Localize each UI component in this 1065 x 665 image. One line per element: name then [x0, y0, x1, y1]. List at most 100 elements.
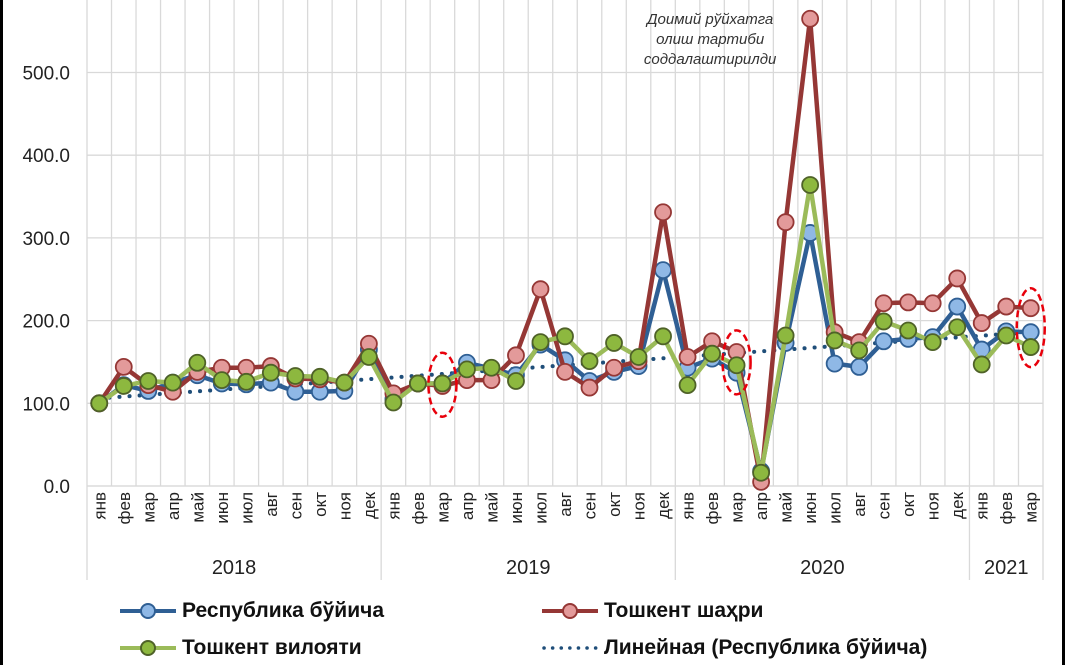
- annotation-text: Доимий рўйхатга: [645, 11, 773, 28]
- year-label: 2018: [212, 557, 257, 579]
- legend-item-republic[interactable]: Республика бўйича: [118, 596, 384, 626]
- data-point-region: [850, 341, 869, 360]
- data-point-city: [114, 358, 133, 376]
- data-point-republic: [850, 358, 869, 376]
- x-tick-label: июл: [826, 492, 845, 524]
- data-point-region: [310, 367, 329, 386]
- year-label: 2020: [800, 557, 845, 579]
- data-point-republic: [874, 332, 893, 351]
- x-tick-label: авг: [262, 492, 281, 517]
- y-tick-label: 100.0: [22, 394, 70, 415]
- data-point-region: [997, 326, 1016, 345]
- data-point-city: [776, 213, 795, 232]
- x-tick-label: янв: [679, 492, 698, 520]
- x-tick-label: апр: [164, 492, 183, 520]
- x-tick-label: июн: [507, 492, 526, 524]
- x-tick-label: авг: [556, 492, 575, 517]
- data-point-region: [90, 394, 109, 413]
- highlight-ellipse: [1015, 286, 1046, 369]
- data-point-city: [923, 294, 942, 313]
- x-tick-label: апр: [458, 492, 477, 520]
- data-point-region: [556, 327, 574, 346]
- x-tick-label: май: [482, 492, 501, 523]
- data-point-region: [261, 363, 280, 382]
- x-tick-label: фев: [115, 492, 134, 524]
- data-point-region: [335, 373, 354, 392]
- x-tick-label: фев: [409, 492, 428, 524]
- data-point-region: [286, 367, 305, 385]
- x-tick-label: июл: [237, 492, 256, 524]
- data-point-region: [531, 333, 550, 352]
- legend-item-region[interactable]: Тошкент вилояти: [118, 633, 362, 663]
- x-axis: янв фев мар апр май июн июл авг сен окт ноя дек янв ф…: [86, 485, 1044, 580]
- x-tick-label: дек: [360, 491, 379, 518]
- x-tick-label: сен: [286, 492, 305, 519]
- year-label: 2021: [984, 557, 1029, 579]
- legend-marker-city-icon: [542, 603, 598, 619]
- data-point-city: [654, 203, 672, 222]
- x-tick-label: июн: [801, 492, 820, 524]
- x-tick-label: фев: [997, 492, 1016, 524]
- x-tick-label: ноя: [630, 492, 649, 520]
- data-point-region: [458, 360, 476, 379]
- data-point-region: [384, 393, 403, 412]
- data-point-region: [776, 326, 795, 345]
- data-point-region: [678, 376, 697, 395]
- legend-label-trendline: Линейная (Республика бўйича): [604, 636, 928, 659]
- data-point-region: [409, 374, 427, 393]
- data-point-city: [997, 297, 1016, 316]
- data-point-region: [163, 373, 182, 392]
- x-tick-label: окт: [311, 492, 330, 517]
- data-point-city: [678, 348, 697, 366]
- x-tick-label: янв: [384, 492, 403, 520]
- legend-marker-republic-icon: [120, 603, 176, 619]
- data-point-city: [801, 9, 820, 28]
- data-point-region: [1021, 338, 1040, 356]
- data-point-region: [948, 318, 967, 337]
- data-point-region: [212, 371, 231, 390]
- x-tick-label: июл: [531, 492, 550, 524]
- data-point-region: [727, 356, 746, 375]
- year-label: 2019: [506, 557, 551, 579]
- annotation-text: олиш тартиби: [656, 31, 765, 48]
- data-point-city: [556, 362, 574, 381]
- x-tick-label: ноя: [924, 492, 943, 520]
- data-point-region: [605, 334, 623, 352]
- data-point-city: [948, 269, 967, 288]
- x-tick-label: окт: [899, 492, 918, 517]
- data-point-city: [580, 378, 599, 397]
- legend-item-city[interactable]: Тошкент шаҳри: [540, 596, 763, 626]
- x-tick-label: май: [777, 492, 796, 523]
- data-point-region: [874, 312, 893, 331]
- x-tick-label: мар: [139, 492, 158, 523]
- x-tick-label: фев: [703, 492, 722, 524]
- y-tick-label: 0.0: [44, 477, 70, 498]
- legend-label-city: Тошкент шаҳри: [604, 599, 764, 622]
- x-tick-label: май: [188, 492, 207, 523]
- highlight-ellipses: [427, 286, 1046, 418]
- series-line-city: [97, 16, 1031, 485]
- series-city: [90, 9, 1040, 491]
- data-point-republic: [1021, 323, 1040, 342]
- legend-label-region: Тошкент вилояти: [182, 636, 362, 659]
- x-tick-label: ноя: [335, 492, 354, 520]
- data-point-city: [507, 346, 525, 365]
- annotation-text: соддалаштирилди: [644, 51, 777, 68]
- x-tick-label: мар: [433, 492, 452, 523]
- highlight-ellipse: [721, 329, 752, 396]
- data-point-city: [874, 294, 893, 313]
- series-republic: [90, 224, 1040, 481]
- legend: Республика бўйича Тошкент шаҳри Тошкент …: [3, 590, 1065, 665]
- data-point-region: [801, 176, 820, 194]
- legend-item-trendline[interactable]: Линейная (Республика бўйича): [540, 633, 927, 663]
- legend-marker-trendline-icon: [542, 646, 600, 650]
- legend-marker-region-icon: [120, 640, 176, 656]
- data-point-region: [654, 327, 672, 346]
- series-group: [90, 9, 1040, 491]
- data-point-region: [580, 352, 599, 371]
- data-point-republic: [948, 297, 967, 316]
- y-axis: 0.0 100.0 200.0 300.0 400.0 500.0: [22, 64, 70, 499]
- annotation: Доимий рўйхатга олиш тартиби соддалаштирил…: [644, 11, 777, 68]
